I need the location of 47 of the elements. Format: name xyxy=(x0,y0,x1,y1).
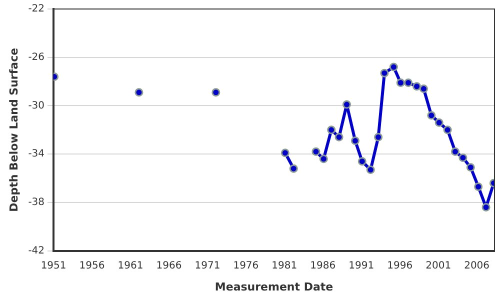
y-tick-label: -38 xyxy=(28,197,45,208)
point xyxy=(280,148,290,158)
point xyxy=(396,78,405,87)
point xyxy=(451,147,460,156)
point xyxy=(212,88,220,97)
y-tick-label: -34 xyxy=(28,148,45,160)
x-tick-label: 1981 xyxy=(272,260,298,272)
point xyxy=(366,166,375,174)
x-tick-label: 1996 xyxy=(387,260,413,272)
point xyxy=(434,118,444,127)
point xyxy=(374,132,383,142)
point xyxy=(427,111,436,120)
point xyxy=(134,88,144,97)
point xyxy=(466,163,475,172)
point xyxy=(334,132,344,142)
x-tick-label: 1961 xyxy=(118,260,144,272)
x-tick-label: 1991 xyxy=(348,260,374,272)
point xyxy=(482,203,490,212)
y-axis-title: Depth Below Land Surface xyxy=(7,48,20,212)
x-tick-label: 1971 xyxy=(194,260,220,272)
point xyxy=(312,147,320,156)
y-tick-label: -30 xyxy=(28,100,45,112)
x-tick-label: 2006 xyxy=(464,260,490,272)
point xyxy=(358,157,366,166)
x-tick-label: 1951 xyxy=(40,260,66,272)
x-tick-label: 2001 xyxy=(426,260,452,272)
point xyxy=(412,82,422,91)
x-axis-title: Measurement Date xyxy=(214,280,334,294)
point xyxy=(342,100,351,109)
y-tick-label: -26 xyxy=(28,52,45,63)
point xyxy=(319,154,328,164)
point xyxy=(350,136,360,146)
point xyxy=(443,126,452,134)
y-tick-label: -42 xyxy=(28,245,45,256)
point xyxy=(419,84,428,94)
point xyxy=(289,164,298,173)
x-tick-label: 1966 xyxy=(156,260,182,272)
x-tick-label: 1976 xyxy=(233,260,259,272)
point xyxy=(474,182,483,191)
point xyxy=(327,126,336,134)
y-tick-label: -22 xyxy=(28,4,45,15)
point xyxy=(380,68,389,78)
x-tick-label: 1986 xyxy=(310,260,336,272)
point xyxy=(389,62,398,72)
x-tick-label: 1956 xyxy=(79,260,105,272)
point xyxy=(404,78,413,87)
point xyxy=(458,153,468,162)
